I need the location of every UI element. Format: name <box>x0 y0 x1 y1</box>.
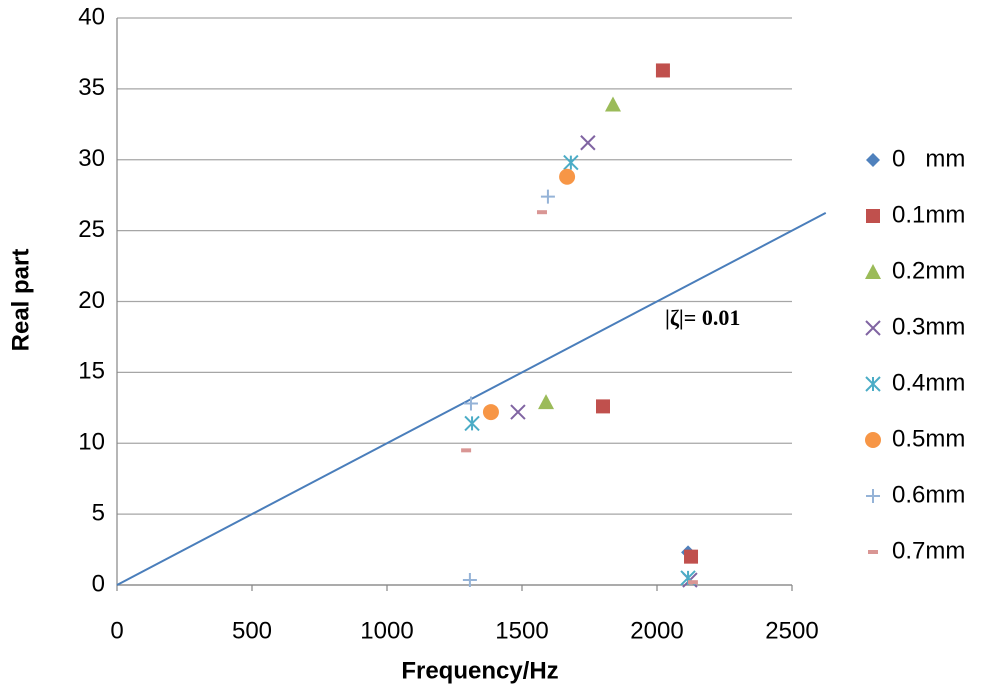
y-tick-label: 30 <box>78 145 105 172</box>
data-point <box>538 394 555 410</box>
x-tick-label: 2500 <box>765 617 818 644</box>
legend-label: 0 mm <box>892 145 965 172</box>
y-tick-label: 10 <box>78 429 105 456</box>
legend-label: 0.1mm <box>892 201 965 228</box>
data-point <box>580 135 596 151</box>
data-point <box>463 396 478 411</box>
legend-label: 0.3mm <box>892 313 965 340</box>
data-point <box>462 573 477 588</box>
data-point <box>540 189 555 204</box>
data-point <box>559 168 576 185</box>
data-point <box>464 415 480 432</box>
data-point <box>510 404 526 420</box>
data-point <box>482 404 499 421</box>
legend-label: 0.2mm <box>892 257 965 284</box>
y-tick-label: 40 <box>78 3 105 30</box>
x-tick-label: 2000 <box>630 617 683 644</box>
legend-marker <box>865 376 881 392</box>
y-tick-label: 5 <box>92 499 105 526</box>
legend-marker <box>865 432 881 448</box>
legend-label: 0.4mm <box>892 369 965 396</box>
legend-marker <box>866 209 880 223</box>
legend-label: 0.7mm <box>892 537 965 564</box>
data-point <box>596 399 610 414</box>
legend-marker <box>865 320 881 336</box>
data-point <box>536 210 547 215</box>
x-axis-title: Frequency/Hz <box>401 657 558 684</box>
x-tick-label: 0 <box>110 617 123 644</box>
y-tick-label: 0 <box>92 570 105 597</box>
y-axis-title: Real part <box>7 249 34 352</box>
x-tick-label: 1500 <box>495 617 548 644</box>
data-point <box>655 63 670 78</box>
annotation: |ζ|= 0.01 <box>665 305 740 330</box>
data-point <box>684 549 699 564</box>
y-tick-label: 15 <box>78 358 105 385</box>
y-tick-label: 35 <box>78 74 105 101</box>
x-tick-label: 1000 <box>360 617 413 644</box>
data-point <box>604 96 621 112</box>
data-point <box>461 448 472 453</box>
legend-marker <box>866 153 880 167</box>
data-point <box>687 580 698 585</box>
x-tick-label: 500 <box>232 617 272 644</box>
data-point <box>563 154 579 171</box>
y-tick-label: 20 <box>78 287 105 314</box>
legend-marker <box>866 489 880 503</box>
legend-label: 0.5mm <box>892 425 965 452</box>
legend-marker <box>865 264 881 279</box>
y-tick-label: 25 <box>78 216 105 243</box>
legend-marker <box>868 550 878 554</box>
legend-label: 0.6mm <box>892 481 965 508</box>
